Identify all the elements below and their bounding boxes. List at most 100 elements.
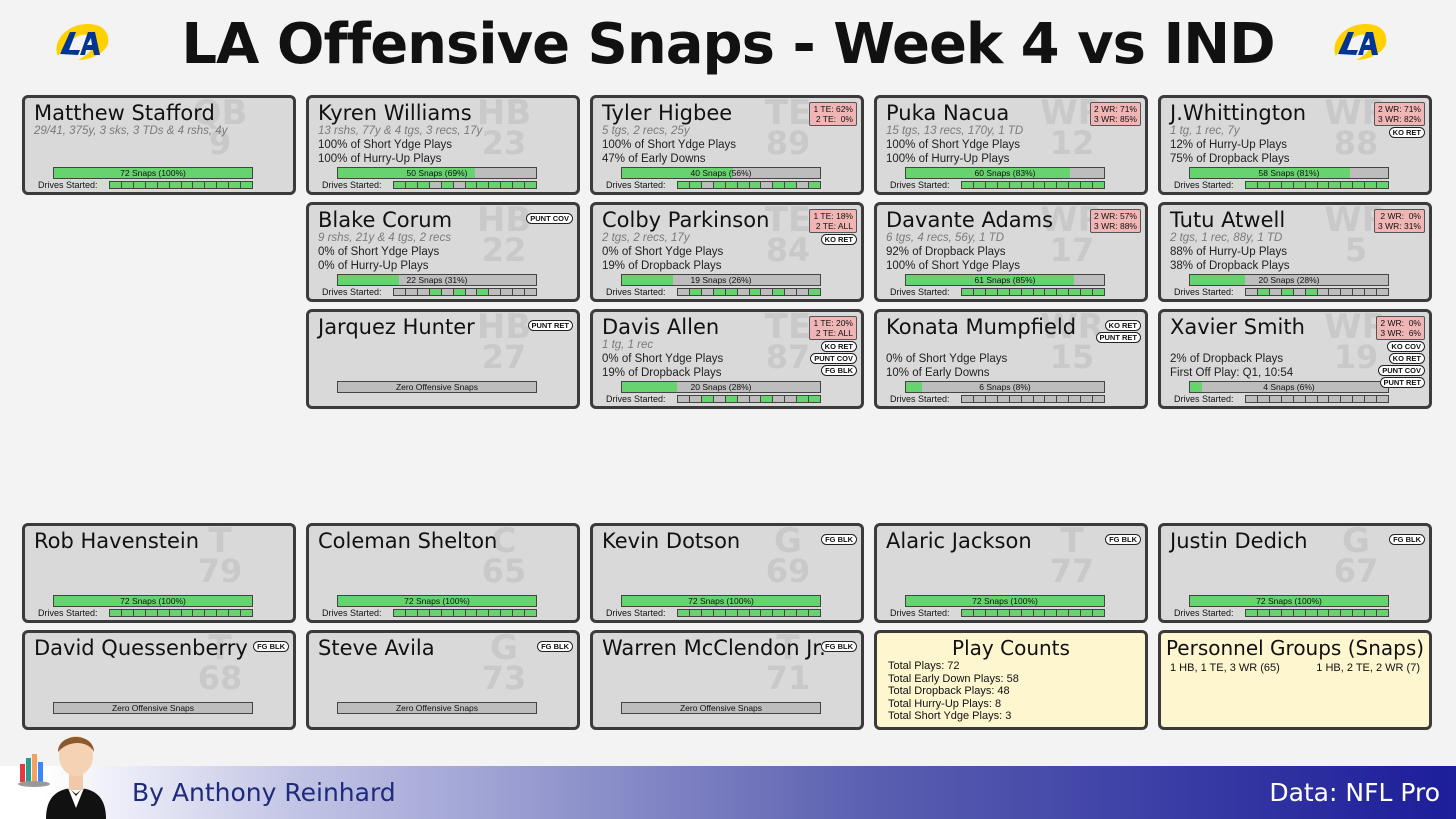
jersey-watermark: TE 89 — [733, 95, 843, 159]
drive-cell — [1317, 610, 1330, 616]
drive-cell — [689, 396, 702, 402]
drive-cell — [809, 396, 821, 402]
personnel-pct: 1 TE: 18% — [813, 211, 853, 221]
drive-cell — [1057, 182, 1070, 188]
drive-cell — [1009, 610, 1022, 616]
personnel-pct: 2 WR: 71% — [1378, 104, 1421, 114]
stat-line: 2 tgs, 1 rec, 88y, 1 TD — [1170, 232, 1283, 244]
drive-cell — [169, 182, 182, 188]
usage-line: 88% of Hurry-Up Plays — [1170, 246, 1287, 258]
drive-cell — [997, 396, 1010, 402]
drives-started-strip — [961, 609, 1105, 617]
personnel-pct-box: 2 WR: 0% 3 WR: 6% — [1376, 316, 1425, 340]
drive-cell — [121, 610, 134, 616]
special-teams-badges: FG BLK — [1389, 534, 1425, 545]
drive-cell — [489, 289, 502, 295]
drive-cell — [785, 289, 798, 295]
drive-cell — [1081, 610, 1094, 616]
player-name: Justin Dedich — [1170, 529, 1308, 553]
drive-cell — [513, 182, 526, 188]
usage-line: 0% of Short Ydge Plays — [602, 353, 724, 365]
drive-cell — [1057, 610, 1070, 616]
drive-cell — [725, 610, 738, 616]
snap-count: 20 Snaps (28%) — [1258, 275, 1320, 285]
player-card: T 79 Rob Havenstein 72 Snaps (100%) Drives S… — [22, 523, 296, 623]
drive-cell — [145, 182, 158, 188]
special-teams-badges: FG BLK — [821, 534, 857, 545]
drive-cell — [394, 182, 406, 188]
usage-line: 12% of Hurry-Up Plays — [1170, 139, 1287, 151]
position-label: G — [1342, 523, 1370, 561]
drive-cell — [453, 289, 466, 295]
usage-line: 100% of Short Ydge Plays — [886, 260, 1021, 272]
jersey-watermark: T 79 — [165, 526, 275, 587]
special-teams-badge: FG BLK — [1105, 534, 1141, 545]
snap-bar: 40 Snaps (56%) — [621, 167, 821, 179]
drive-cell — [1353, 182, 1366, 188]
jersey-number: 68 — [197, 659, 243, 697]
drive-cell — [489, 610, 502, 616]
jersey-watermark: G 69 — [733, 526, 843, 587]
drive-cell — [1093, 289, 1105, 295]
drive-cell — [785, 396, 798, 402]
drive-cell — [1341, 396, 1354, 402]
drives-started-label: Drives Started: — [1174, 394, 1234, 404]
jersey-number: 88 — [1333, 124, 1379, 162]
jersey-number: 73 — [481, 659, 527, 697]
jersey-number: 15 — [1049, 338, 1095, 376]
player-card: T 68 David Quessenberry FG BLK Zero Offensiv… — [22, 630, 296, 730]
player-card: G 69 Kevin Dotson FG BLK 72 Snaps (100%) Driv… — [590, 523, 864, 623]
snap-count: 72 Snaps (100%) — [120, 596, 186, 606]
special-teams-badge: PUNT RET — [527, 320, 573, 331]
snap-bar: 61 Snaps (85%) — [905, 274, 1105, 286]
drive-cell — [1329, 610, 1342, 616]
drives-started-strip — [677, 181, 821, 189]
usage-line: 100% of Short Ydge Plays — [886, 139, 1021, 151]
drive-cell — [1329, 289, 1342, 295]
drive-cell — [725, 289, 738, 295]
snap-count: 22 Snaps (31%) — [406, 275, 468, 285]
drives-started-strip — [393, 288, 537, 296]
drive-cell — [809, 289, 821, 295]
drive-cell — [405, 289, 418, 295]
usage-line: 19% of Dropback Plays — [602, 367, 722, 379]
drive-cell — [749, 289, 762, 295]
drives-started-label: Drives Started: — [1174, 608, 1234, 618]
position-label: T — [208, 630, 232, 668]
player-card: HB 23 Kyren Williams 13 rshs, 77y & 4 tgs, … — [306, 95, 580, 195]
play-count-line: Total Short Ydge Plays: 3 — [888, 710, 1012, 722]
player-name: Konata Mumpfield — [886, 315, 1077, 339]
snap-bar-fill — [338, 168, 475, 178]
snap-bar: 72 Snaps (100%) — [905, 595, 1105, 607]
drives-started-label: Drives Started: — [322, 608, 382, 618]
play-counts-card: Play Counts Total Plays: 72 Total Early … — [874, 630, 1148, 730]
drive-cell — [997, 610, 1010, 616]
position-label: TE — [764, 95, 812, 133]
drives-started-strip — [109, 181, 253, 189]
footer-banner — [0, 766, 1456, 819]
snap-bar-fill — [622, 275, 674, 285]
drive-cell — [689, 610, 702, 616]
byline: By Anthony Reinhard — [132, 778, 396, 807]
drive-cell — [761, 289, 774, 295]
drive-cell — [1009, 289, 1022, 295]
rams-logo-icon — [1334, 24, 1387, 60]
personnel-pct-box: 2 WR: 0% 3 WR: 31% — [1374, 209, 1425, 233]
player-name: Coleman Shelton — [318, 529, 498, 553]
drive-cell — [1081, 182, 1094, 188]
special-teams-badge: FG BLK — [821, 641, 857, 652]
position-label: HB — [476, 202, 532, 240]
personnel-pct-box: 1 TE: 20% 2 TE: ALL — [809, 316, 857, 340]
personnel-pct: 2 WR: 71% — [1094, 104, 1137, 114]
drives-started-strip — [1245, 395, 1389, 403]
drive-cell — [229, 610, 242, 616]
drive-cell — [985, 610, 998, 616]
stat-line: 1 tg, 1 rec, 7y — [1170, 125, 1240, 137]
personnel-pct: 2 WR: 0% — [1380, 318, 1421, 328]
drive-cell — [1293, 396, 1306, 402]
jersey-number: 17 — [1049, 231, 1095, 269]
special-teams-badges: FG BLK — [821, 641, 857, 652]
drive-cell — [1045, 610, 1058, 616]
jersey-watermark: G 73 — [449, 633, 559, 697]
drive-cell — [169, 610, 182, 616]
